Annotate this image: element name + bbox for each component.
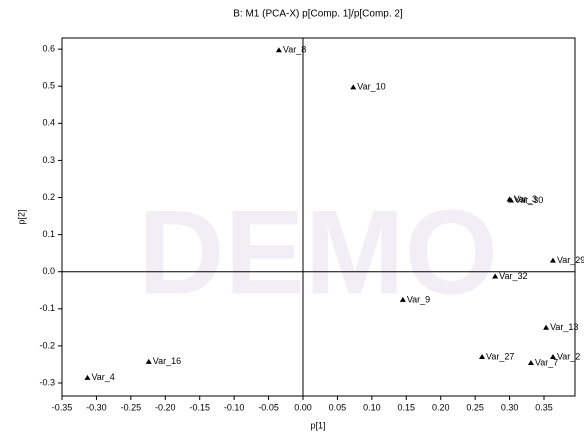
- x-tick-label: 0.20: [432, 402, 450, 412]
- x-tick-label: -0.20: [155, 402, 176, 412]
- point-label: Var_30: [515, 195, 543, 205]
- point-label: Var_2: [557, 351, 580, 361]
- point: [543, 324, 550, 330]
- y-tick-label: 0.0: [42, 266, 55, 276]
- point-label: Var_13: [550, 322, 578, 332]
- watermark: DEMO: [138, 186, 498, 320]
- x-tick-label: -0.10: [224, 402, 245, 412]
- y-tick-label: 0.6: [42, 44, 55, 54]
- y-tick-label: -0.1: [39, 303, 55, 313]
- point: [479, 354, 486, 360]
- x-tick-label: 0.25: [466, 402, 484, 412]
- y-tick-label: 0.1: [42, 229, 55, 239]
- y-tick-label: 0.3: [42, 155, 55, 165]
- point-label: Var_10: [357, 82, 385, 92]
- point: [549, 257, 556, 263]
- x-tick-label: -0.30: [86, 402, 107, 412]
- y-tick-label: 0.4: [42, 118, 55, 128]
- point-label: Var_27: [486, 351, 514, 361]
- x-tick-label: -0.15: [189, 402, 210, 412]
- x-tick-label: 0.05: [329, 402, 347, 412]
- point-label: Var_16: [153, 356, 181, 366]
- y-axis-label: p[2]: [16, 209, 26, 224]
- x-tick-label: -0.05: [258, 402, 279, 412]
- point: [84, 374, 91, 380]
- x-tick-label: 0.00: [294, 402, 312, 412]
- x-tick-label: -0.35: [52, 402, 73, 412]
- y-tick-label: 0.5: [42, 81, 55, 91]
- point: [549, 354, 556, 360]
- chart-title: B: M1 (PCA-X) p[Comp. 1]/p[Comp. 2]: [233, 9, 403, 20]
- point: [145, 358, 152, 364]
- point-label: Var_32: [499, 271, 527, 281]
- point: [350, 84, 357, 90]
- x-tick-label: 0.35: [535, 402, 553, 412]
- point-label: Var_4: [91, 372, 114, 382]
- y-tick-label: -0.3: [39, 377, 55, 387]
- point: [492, 273, 499, 279]
- x-tick-label: 0.15: [398, 402, 416, 412]
- y-tick-label: -0.2: [39, 340, 55, 350]
- point: [527, 359, 534, 365]
- point: [507, 197, 514, 203]
- point-label: Var_9: [407, 294, 430, 304]
- x-tick-label: -0.25: [121, 402, 142, 412]
- point-label: Var_29: [557, 255, 584, 265]
- x-axis-label: p[1]: [310, 420, 325, 430]
- point-label: Var_8: [283, 45, 306, 55]
- x-tick-label: 0.10: [363, 402, 381, 412]
- point: [399, 296, 406, 302]
- plot-frame: [61, 37, 576, 397]
- point: [275, 47, 282, 53]
- point-label: Var_3: [514, 194, 537, 204]
- y-tick-label: 0.2: [42, 192, 55, 202]
- x-tick-label: 0.30: [501, 402, 519, 412]
- point-label: Var_7: [535, 357, 558, 367]
